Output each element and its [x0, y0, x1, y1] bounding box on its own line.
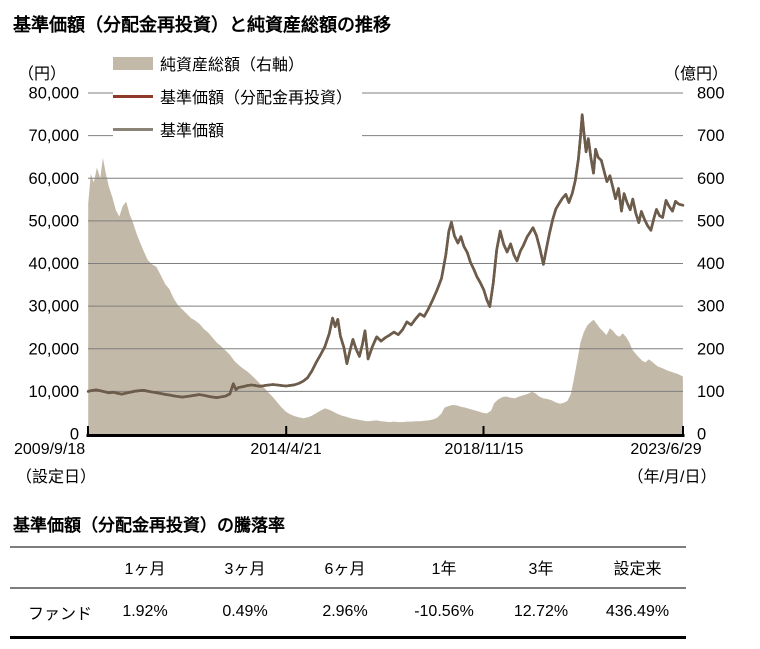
right-axis-tick-label: 400	[697, 255, 725, 273]
net-assets-area-swatch	[113, 56, 153, 70]
left-axis-tick-label: 60,000	[29, 170, 79, 188]
legend-label-nav: 基準価額	[160, 123, 225, 140]
net-assets-area	[88, 157, 683, 435]
right-axis-tick-label: 100	[697, 383, 725, 401]
x-tick-label-2018: 2018/11/15	[444, 441, 524, 458]
left-axis-tick-label: 0	[70, 426, 79, 444]
returns-header-inception: 設定来	[589, 547, 686, 589]
legend-item-nav: 基準価額	[113, 118, 352, 140]
chart-title: 基準価額（分配金再投資）と純資産総額の推移	[13, 15, 391, 35]
x-tick-label-inception: 2009/9/18	[14, 441, 86, 458]
right-axis-tick-label: 200	[697, 340, 725, 358]
right-axis-tick-label: 500	[697, 212, 725, 230]
returns-value-1m: 1.92%	[95, 588, 195, 639]
returns-value-6m: 2.96%	[295, 588, 395, 639]
left-axis-tick-label: 20,000	[29, 340, 79, 358]
returns-value-3m: 0.49%	[195, 588, 295, 639]
x-tick-label-latest: 2023/6/29	[630, 441, 702, 458]
returns-row-label: ファンド	[10, 588, 95, 639]
nav-reinvested-line-swatch	[113, 94, 153, 98]
right-axis-tick-label: 0	[697, 426, 706, 444]
returns-section: 基準価額（分配金再投資）の騰落率 1ヶ月 3ヶ月 6ヶ月 1年 3年 設定来	[10, 511, 686, 639]
returns-table-header-row: 1ヶ月 3ヶ月 6ヶ月 1年 3年 設定来	[10, 547, 686, 589]
x-tick-label-2014: 2014/4/21	[250, 441, 322, 458]
left-axis-tick-label: 80,000	[29, 85, 79, 103]
left-axis-tick-label: 70,000	[29, 127, 79, 145]
returns-table-fund-row: ファンド 1.92% 0.49% 2.96% -10.56% 12.72% 43…	[10, 588, 686, 639]
returns-value-1y: -10.56%	[395, 588, 493, 639]
nav-line-swatch	[113, 127, 153, 131]
legend-item-nav-reinvested: 基準価額（分配金再投資）	[113, 85, 352, 107]
returns-header-6m: 6ヶ月	[295, 547, 395, 589]
returns-value-3y: 12.72%	[493, 588, 589, 639]
returns-header-1m: 1ヶ月	[95, 547, 195, 589]
chart-legend: 純資産総額（右軸） 基準価額（分配金再投資） 基準価額	[113, 50, 363, 142]
left-axis-unit-label: （円）	[18, 66, 67, 83]
returns-table: 1ヶ月 3ヶ月 6ヶ月 1年 3年 設定来 ファンド 1.92% 0.49% 2…	[10, 546, 686, 639]
legend-item-net-assets: 純資産総額（右軸）	[113, 52, 352, 74]
returns-header-empty	[10, 547, 95, 589]
left-axis-tick-label: 50,000	[29, 212, 79, 230]
nav-line	[86, 113, 685, 399]
returns-value-inception: 436.49%	[589, 588, 686, 639]
left-axis-tick-label: 30,000	[29, 298, 79, 316]
left-axis-tick-label: 40,000	[29, 255, 79, 273]
legend-label-nav-reinvested: 基準価額（分配金再投資）	[160, 90, 353, 107]
right-axis-tick-label: 300	[697, 298, 725, 316]
right-axis-tick-label: 800	[697, 85, 725, 103]
x-axis-date-format-label: （年/月/日）	[627, 469, 717, 486]
right-axis-tick-label: 600	[697, 170, 725, 188]
returns-table-title: 基準価額（分配金再投資）の騰落率	[13, 516, 285, 535]
left-axis-tick-label: 10,000	[29, 383, 79, 401]
legend-label-net-assets: 純資産総額（右軸）	[160, 57, 305, 74]
x-tick-sublabel-inception: （設定日）	[16, 469, 97, 486]
returns-header-3y: 3年	[493, 547, 589, 589]
right-axis-tick-label: 700	[697, 127, 725, 145]
chart-canvas: 0 10,000 20,000 30,000 40,000 50,000 60,000 70,…	[29, 85, 725, 444]
returns-header-1y: 1年	[395, 547, 493, 589]
right-axis-unit-label: （億円）	[664, 66, 729, 83]
returns-header-3m: 3ヶ月	[195, 547, 295, 589]
